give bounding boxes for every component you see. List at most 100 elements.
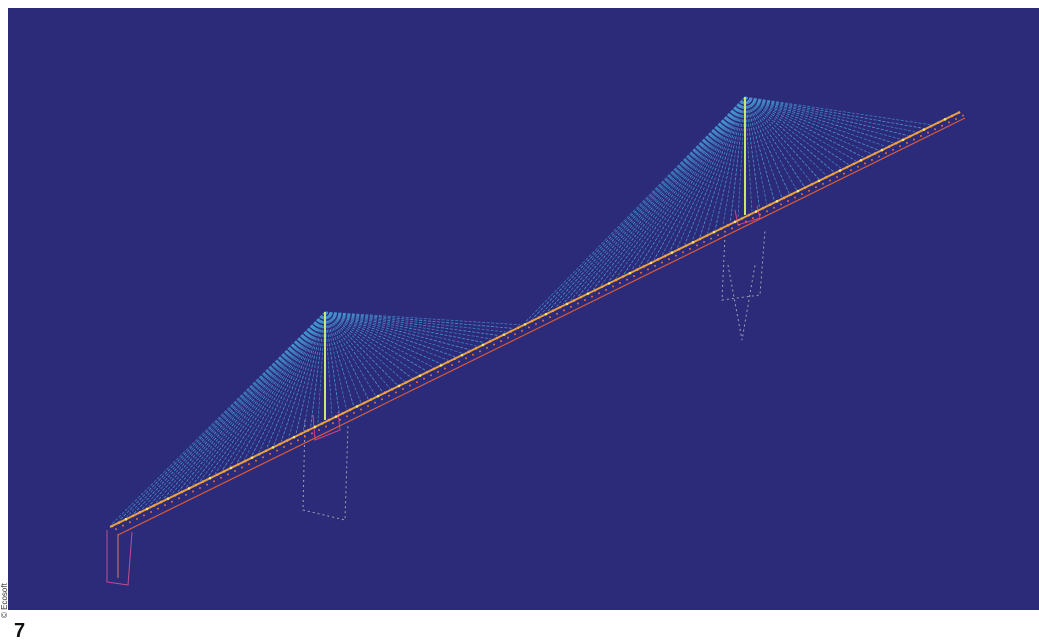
deck-node [675,255,677,257]
deck-node [727,224,730,227]
deck-node [125,518,128,521]
deck-node [832,173,835,176]
deck-node [587,292,590,295]
deck-node [216,473,219,476]
model-view [8,8,1039,610]
deck-node [920,135,922,137]
deck-node [115,528,117,530]
deck-node [731,227,733,229]
deck-node [447,361,450,364]
deck-node [293,436,296,439]
deck-node [157,508,159,510]
deck-node [223,470,226,473]
deck-node [839,169,842,172]
deck-node [654,265,656,267]
deck-node [710,238,712,240]
deck-node [538,316,541,319]
deck-node [139,511,142,514]
deck-node [528,326,530,328]
deck-node [808,190,810,192]
deck-node [398,385,401,388]
deck-node [402,388,404,390]
deck-node [493,344,495,346]
deck-node [850,169,852,171]
deck-node [923,128,926,131]
credit: © Ecosoft [0,582,9,618]
deck-node [258,453,261,456]
page: 7 © Ecosoft (() => { const data = JSON.p… [0,0,1039,644]
deck-node [615,279,618,282]
deck-node [815,186,817,188]
deck-node [594,289,597,292]
deck-node [773,207,775,209]
deck-node [276,449,278,451]
deck-node [300,432,303,435]
deck-node [335,415,338,418]
deck-node [622,275,625,278]
deck-node [437,371,439,373]
deck-node [629,272,632,275]
deck-node [367,405,369,407]
deck-node [745,220,747,222]
deck-node [297,439,299,441]
deck-node [482,344,485,347]
deck-node [195,484,198,487]
deck-node [769,203,772,206]
deck-node [349,409,352,412]
deck-node [405,381,408,384]
deck-node [584,299,586,301]
deck-node [213,480,215,482]
deck-node [248,463,250,465]
deck-node [426,371,429,374]
deck-node [846,166,849,169]
deck-node [454,357,457,360]
deck-node [671,251,674,254]
deck-node [209,477,212,480]
deck-node [766,210,768,212]
deck-node [220,477,222,479]
deck-node [598,292,600,294]
deck-node [419,374,422,377]
deck-node [934,128,936,130]
deck-node [867,156,870,159]
deck-node [342,412,345,415]
deck-node [311,432,313,434]
deck-node [909,135,912,138]
deck-node [234,470,236,472]
deck-node [696,244,698,246]
deck-node [577,303,579,305]
deck-node [314,426,317,429]
deck-node [748,214,751,217]
deck-node [752,217,754,219]
deck-node [738,224,740,226]
deck-node [255,460,257,462]
deck-node [717,234,719,236]
deck-node [902,139,905,142]
deck-node [545,313,548,316]
deck-node [472,354,474,356]
deck-node [307,429,310,432]
deck-node [804,186,807,189]
deck-node [174,494,177,497]
deck-node [384,391,387,394]
deck-node [444,367,446,369]
deck-node [206,484,208,486]
deck-node [605,289,607,291]
deck-node [762,207,765,210]
deck-node [818,180,821,183]
deck-node [241,467,243,469]
deck-node [874,152,877,155]
deck-node [640,272,642,274]
deck-node [825,176,828,179]
deck-node [465,357,467,359]
deck-node [517,327,520,330]
deck-node [496,337,499,340]
deck-node [458,361,460,363]
deck-node [549,316,551,318]
deck-node [143,514,145,516]
deck-node [321,422,324,425]
deck-node [790,193,793,196]
deck-node [573,299,576,302]
deck-node [122,525,124,527]
deck-node [363,402,366,405]
